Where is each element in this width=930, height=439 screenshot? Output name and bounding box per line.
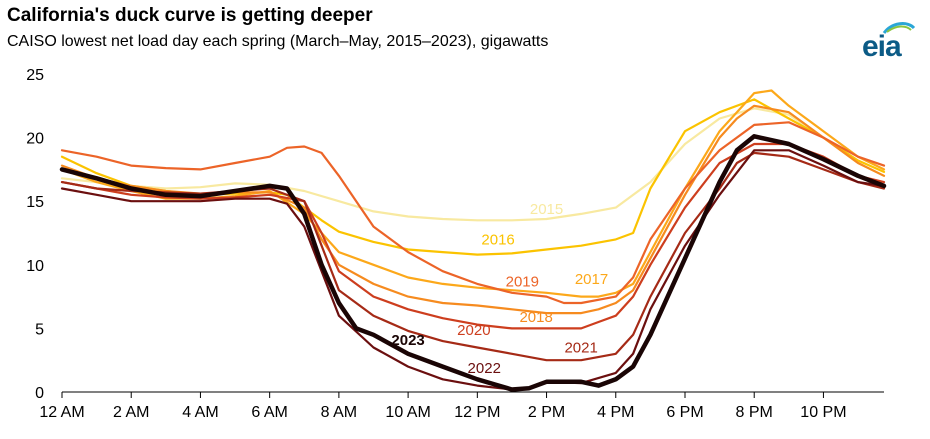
series-label-2019: 2019 — [506, 273, 539, 290]
chart-subtitle: CAISO lowest net load day each spring (M… — [7, 33, 549, 50]
series-lines — [59, 89, 887, 392]
series-label-2020: 2020 — [457, 322, 490, 339]
series-label-2015: 2015 — [530, 201, 563, 218]
x-tick-label: 10 PM — [800, 404, 846, 421]
series-line-2016 — [60, 98, 886, 256]
series-label-2017: 2017 — [575, 271, 608, 288]
chart-title: California's duck curve is getting deepe… — [7, 5, 373, 26]
y-tick-label: 0 — [35, 385, 44, 402]
series-line-2023 — [59, 134, 887, 392]
y-tick-label: 20 — [26, 131, 44, 148]
x-tick-label: 8 PM — [736, 404, 773, 421]
y-tick-label: 5 — [35, 321, 44, 338]
x-tick-label: 4 PM — [597, 404, 634, 421]
x-tick-label: 6 AM — [251, 404, 287, 421]
x-tick-label: 2 AM — [113, 404, 149, 421]
series-line-2022 — [60, 149, 886, 391]
x-tick-label: 4 AM — [182, 404, 218, 421]
x-tick-label: 8 AM — [321, 404, 357, 421]
series-label-2023: 2023 — [391, 332, 424, 349]
y-axis: 0 5 10 15 20 25 — [26, 67, 44, 402]
y-tick-label: 25 — [26, 67, 44, 84]
eia-logo-swoosh-icon — [882, 22, 916, 34]
series-label-2022: 2022 — [468, 360, 501, 377]
eia-logo-text: eia — [862, 30, 902, 63]
x-tick-label: 10 AM — [385, 404, 430, 421]
x-tick-label: 12 AM — [39, 404, 84, 421]
series-label-2018: 2018 — [519, 309, 552, 326]
x-axis: 12 AM 2 AM 4 AM 6 AM 8 AM 10 AM 12 PM 2 PM 4 PM 6… — [39, 391, 884, 421]
y-tick-label: 10 — [26, 258, 44, 275]
x-tick-label: 2 PM — [528, 404, 565, 421]
x-tick-label: 12 PM — [454, 404, 500, 421]
series-label-2016: 2016 — [481, 231, 514, 248]
x-tick-label: 6 PM — [666, 404, 703, 421]
series-label-2021: 2021 — [564, 340, 597, 357]
series-line-2019 — [60, 121, 886, 305]
series-line-2020 — [60, 142, 886, 330]
y-tick-label: 15 — [26, 194, 44, 211]
eia-logo: eia — [862, 20, 922, 64]
series-labels: 2015 2016 2017 2018 2019 2020 2021 2022 2023 — [391, 201, 608, 377]
series-line-2015 — [60, 107, 886, 222]
